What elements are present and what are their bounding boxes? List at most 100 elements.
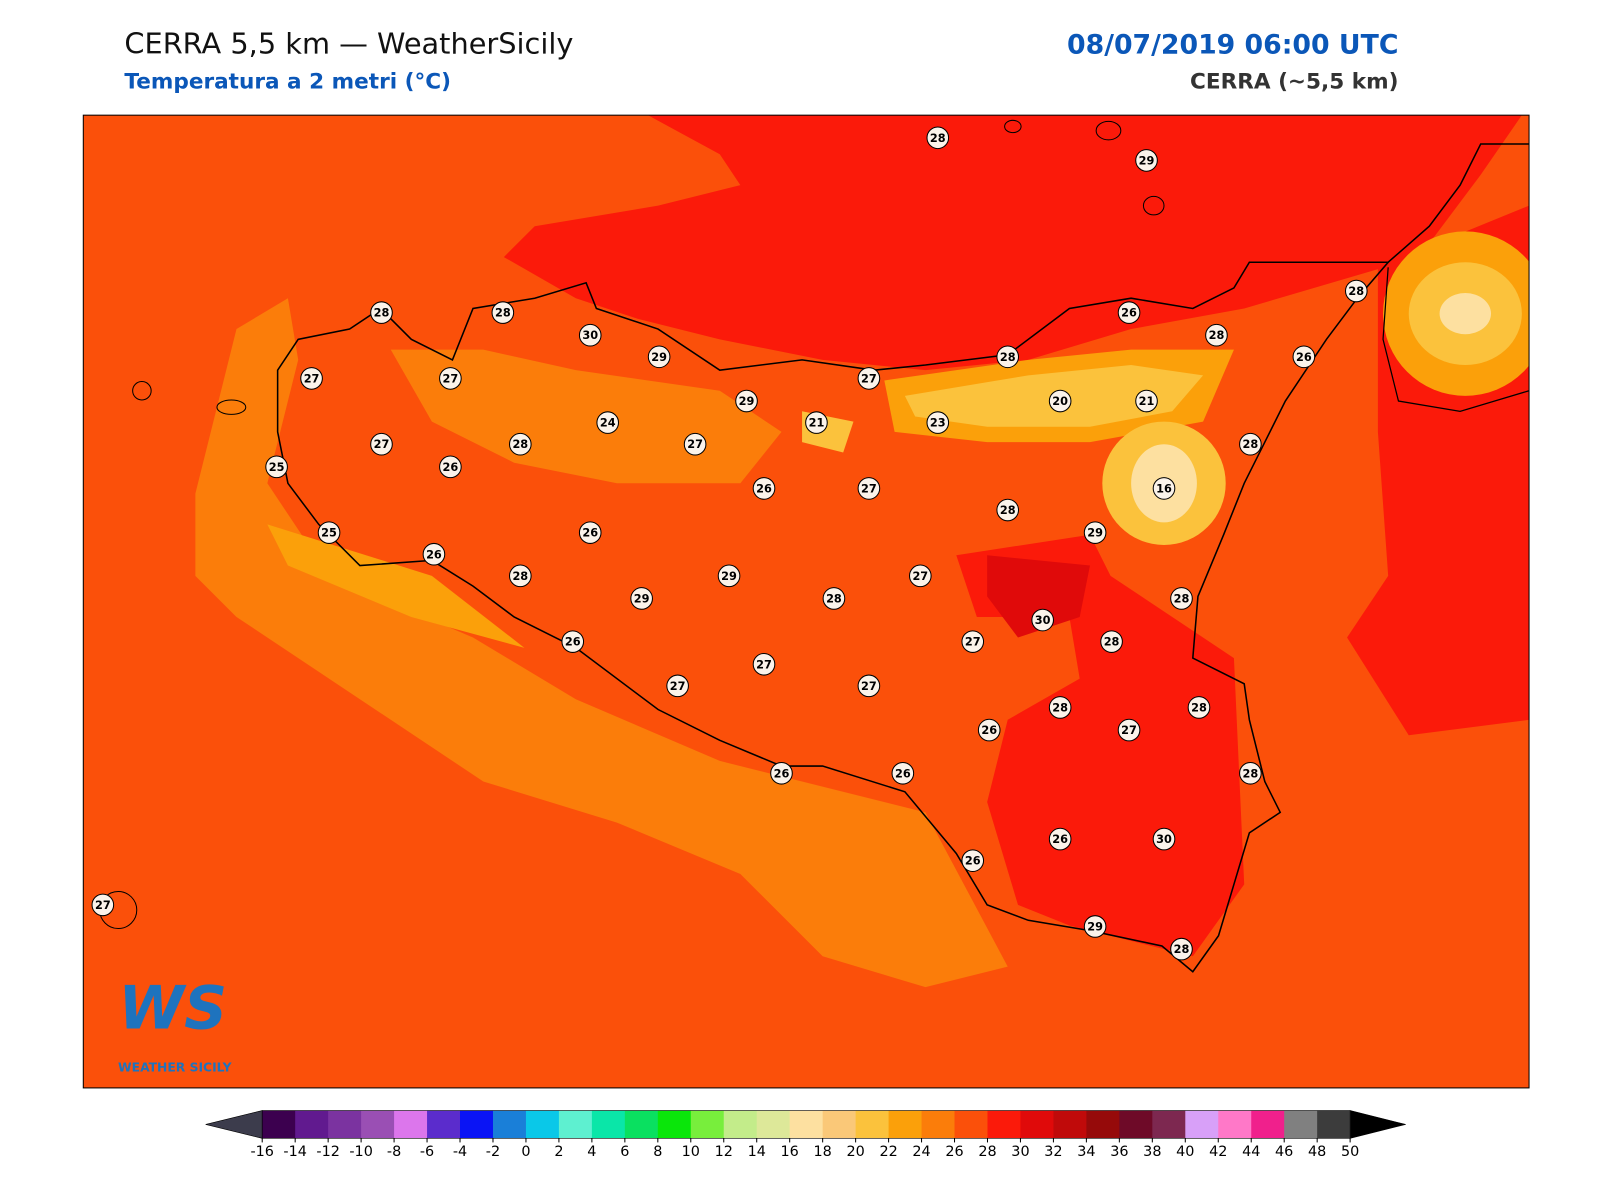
station-value: 28: [1209, 329, 1225, 342]
station-value: 28: [826, 592, 842, 605]
colorbar-cell: [394, 1110, 428, 1139]
station-marker: [977, 718, 1001, 742]
colorbar-cell: [262, 1110, 296, 1139]
station-value: 28: [1000, 351, 1016, 364]
colorbar-cell: [987, 1110, 1021, 1139]
station-value: 27: [670, 680, 686, 693]
station-marker: [1344, 279, 1368, 303]
station-value: 27: [374, 438, 390, 451]
station-marker: [596, 411, 620, 434]
station-value: 26: [965, 855, 981, 868]
colorbar-tick-label: -6: [420, 1144, 434, 1160]
station-marker: [647, 345, 671, 369]
station-value: 29: [634, 592, 650, 605]
station-value: 27: [304, 372, 320, 385]
logo-caption: WEATHER SICILY: [118, 1060, 233, 1074]
station-marker: [1170, 937, 1193, 961]
station-value: 28: [1243, 438, 1259, 451]
field: [987, 555, 1090, 638]
station-marker: [822, 587, 846, 610]
island: [1004, 119, 1022, 134]
station-value: 21: [809, 417, 825, 430]
colorbar-cell: [954, 1110, 989, 1139]
colorbar-cell: [690, 1110, 725, 1139]
station-marker: [561, 630, 585, 653]
colorbar-tick-label: 18: [814, 1144, 832, 1160]
station-value: 23: [930, 417, 946, 430]
station-value: 27: [861, 482, 877, 495]
station-value: 27: [861, 372, 877, 385]
station-marker: [630, 587, 653, 610]
colorbar-tick-label: 38: [1143, 1144, 1161, 1160]
station-marker: [926, 126, 950, 150]
station-marker: [578, 323, 602, 347]
station-marker: [805, 411, 828, 434]
station-marker: [683, 432, 707, 456]
station-value: 28: [495, 307, 511, 320]
station-marker: [752, 652, 776, 676]
colorbar-cell: [591, 1110, 626, 1139]
colorbar-tick-label: 4: [587, 1144, 596, 1160]
station-value: 27: [912, 570, 928, 583]
station-marker: [752, 477, 776, 500]
colorbar-cell: [1218, 1110, 1252, 1139]
station-value: 28: [1348, 285, 1364, 298]
station-marker: [1135, 389, 1158, 413]
colorbar-tick-label: 32: [1044, 1144, 1062, 1160]
station-value: 21: [1139, 395, 1155, 408]
field: [390, 349, 782, 484]
station-marker: [1048, 696, 1072, 719]
colorbar-tick-label: 2: [554, 1144, 563, 1160]
station-marker: [1117, 718, 1141, 742]
station-marker: [422, 542, 446, 566]
colorbar-tick-label: 34: [1077, 1144, 1095, 1160]
field: [956, 534, 1245, 957]
station-value: 28: [1052, 701, 1068, 714]
colorbar-cell: [525, 1110, 560, 1139]
colorbar-tick-label: 30: [1011, 1144, 1029, 1160]
stations: 28 29 28 28 30 29 26 28 28 26 27 27 29 27 28 20 21 24 21 23…: [91, 126, 1368, 961]
station-marker: [717, 564, 741, 588]
station-marker: [1239, 432, 1262, 456]
island: [1142, 195, 1165, 216]
station-value: 27: [756, 658, 772, 671]
station-value: 26: [443, 461, 459, 474]
station-marker: [1205, 323, 1228, 347]
station-value: 25: [269, 461, 285, 474]
station-marker: [1187, 696, 1211, 719]
colorbar-cell: [657, 1110, 692, 1139]
station-value: 27: [443, 372, 459, 385]
station-marker: [891, 761, 915, 785]
colorbar-cell: [1185, 1110, 1219, 1139]
colorbar-tick-label: -4: [453, 1144, 467, 1160]
station-marker: [508, 564, 532, 588]
colorbar-tick-label: -8: [387, 1144, 401, 1160]
colorbar-cell: [1119, 1110, 1153, 1139]
station-value: 29: [1087, 920, 1103, 933]
colorbar-cell: [822, 1110, 857, 1139]
colorbar-tick-label: 46: [1275, 1144, 1293, 1160]
station-marker: [908, 564, 932, 588]
colorbar-cell: [756, 1110, 791, 1139]
station-marker: [370, 432, 393, 456]
station-value: 27: [861, 680, 877, 693]
station-marker: [996, 498, 1020, 522]
colorbar-tick-label: 40: [1176, 1144, 1194, 1160]
colorbar-cell: [1086, 1110, 1120, 1139]
colorbar-tick-label: 44: [1242, 1144, 1260, 1160]
station-marker: [961, 630, 985, 653]
station-marker: [857, 674, 881, 698]
colorbar-tick-label: -12: [316, 1144, 339, 1160]
station-value: 28: [374, 307, 390, 320]
station-marker: [1083, 521, 1107, 544]
station-marker: [91, 893, 115, 917]
colorbar-tick-label: 42: [1209, 1144, 1227, 1160]
station-marker: [317, 521, 341, 544]
colorbar-cell: [1284, 1110, 1318, 1139]
station-value: 26: [1052, 833, 1068, 846]
station-value: 27: [965, 636, 981, 649]
station-value: 28: [930, 132, 946, 145]
colorbar-cell: [1251, 1110, 1285, 1139]
station-marker: [1239, 761, 1262, 785]
colorbar-tick-label: 28: [978, 1144, 996, 1160]
